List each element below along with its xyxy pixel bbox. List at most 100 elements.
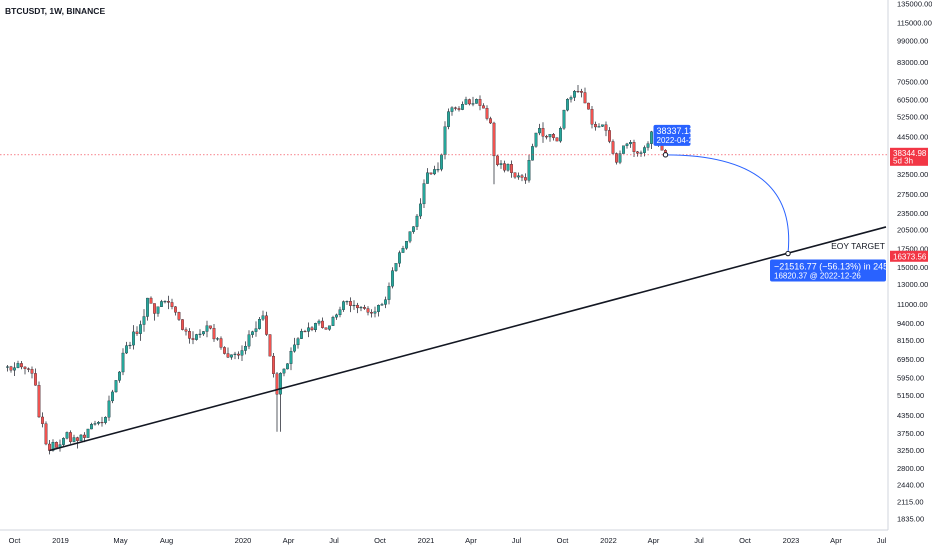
time-tick-label: Oct <box>739 536 752 545</box>
candle-body <box>254 328 258 332</box>
candle-body <box>468 99 471 105</box>
candle-body <box>146 297 149 317</box>
candle-body <box>261 315 265 320</box>
candle-body <box>321 320 324 328</box>
candle-body <box>618 153 622 163</box>
price-tick-label: 44500.00 <box>897 132 928 141</box>
candle-body <box>541 128 545 137</box>
time-tick-label: 2019 <box>52 536 69 545</box>
price-tick-label: 5150.00 <box>897 391 924 400</box>
candle-body <box>643 147 646 153</box>
candle-body <box>76 437 79 441</box>
time-tick-label: 2023 <box>783 536 800 545</box>
candle-body <box>30 369 34 374</box>
candle-body <box>650 131 653 144</box>
candle-body <box>352 304 356 307</box>
candle-body <box>482 105 485 109</box>
candle-body <box>608 130 611 142</box>
price-tick-label: 83000.00 <box>897 58 928 67</box>
candle-body <box>100 422 104 424</box>
candle-body <box>576 90 580 93</box>
candle-body <box>429 172 433 175</box>
candle-body <box>209 325 212 329</box>
price-tick-label: 23500.00 <box>897 209 928 218</box>
candle-body <box>342 301 345 310</box>
candle-body <box>527 160 531 181</box>
candle-body <box>492 122 496 157</box>
candle-body <box>244 346 247 351</box>
candle-body <box>590 109 594 125</box>
time-tick-label: Oct <box>374 536 387 545</box>
candle-body <box>86 428 90 438</box>
price-tick-label: 99000.00 <box>897 37 928 46</box>
candle-body <box>51 442 55 451</box>
candle-body <box>212 328 216 340</box>
candle-body <box>300 331 303 339</box>
candle-body <box>464 99 468 105</box>
candle-body <box>310 327 314 331</box>
candle-body <box>363 307 366 309</box>
candle-body <box>461 104 464 110</box>
current-price-label-box <box>890 147 928 166</box>
candle-body <box>170 302 174 307</box>
candle-body <box>289 351 293 364</box>
price-axis[interactable]: 135000.00 115000.00 99000.00 83000.00 70500.… <box>887 0 932 530</box>
candle-body <box>559 128 562 142</box>
projection-end-point[interactable] <box>785 250 791 257</box>
candle-body <box>422 183 426 205</box>
price-tick-label: 3750.00 <box>897 429 924 438</box>
measure-text: −21516.77 (−56.13%) in 245d <box>774 262 893 272</box>
candle-body <box>349 301 352 306</box>
time-axis[interactable]: Oct 2019 May Aug 2020 Apr Jul Oct 2021 Apr Jul Oct 2… <box>0 529 888 545</box>
candle-body <box>370 312 373 314</box>
target-price-label-box <box>890 250 928 262</box>
price-tick-label: 27500.00 <box>897 190 928 199</box>
price-tick-label: 20500.00 <box>897 225 928 234</box>
candle-body <box>72 437 76 442</box>
candle-body <box>377 304 380 312</box>
time-tick-label: Apr <box>283 536 295 545</box>
candle-body <box>552 134 555 138</box>
candle-body <box>433 169 436 175</box>
candle-body <box>258 318 261 329</box>
projection-arc[interactable] <box>665 154 790 254</box>
candle-body <box>174 306 177 313</box>
candle-body <box>489 118 492 124</box>
candle-body <box>538 128 541 134</box>
candle-body <box>443 126 447 156</box>
time-tick-label: Jul <box>877 536 887 545</box>
candle-body <box>331 317 335 326</box>
price-tick-label: 13000.00 <box>897 280 928 289</box>
candle-body <box>478 99 482 106</box>
time-tick-label: 2022 <box>600 536 617 545</box>
candle-body <box>555 137 559 142</box>
candle-body <box>314 323 317 331</box>
projection-start-point[interactable] <box>662 152 669 158</box>
candle-body <box>163 301 167 303</box>
candle-body <box>23 366 27 369</box>
candle-body <box>90 424 93 430</box>
candle-body <box>114 380 118 393</box>
price-tick-label: 1835.00 <box>897 515 924 524</box>
candle-body <box>202 331 205 335</box>
candle-body <box>587 102 590 110</box>
candle-body <box>506 164 510 171</box>
candle-body <box>219 338 223 348</box>
candle-body <box>275 373 279 395</box>
candle-body <box>545 136 548 138</box>
candle-body <box>513 172 517 178</box>
candle-body <box>160 301 163 307</box>
candle-body <box>615 153 618 163</box>
candle-body <box>216 338 219 340</box>
candle-body <box>37 385 41 418</box>
candle-body <box>394 263 398 271</box>
candle-body <box>440 154 443 170</box>
price-tick-label: 5950.00 <box>897 374 924 383</box>
support-trendline[interactable] <box>49 226 887 452</box>
time-tick-label: Aug <box>160 536 173 545</box>
candle-body <box>391 270 394 287</box>
price-tick-label: 6950.00 <box>897 355 924 364</box>
price-tick-label: 70500.00 <box>897 77 928 86</box>
candle-body <box>195 334 198 340</box>
